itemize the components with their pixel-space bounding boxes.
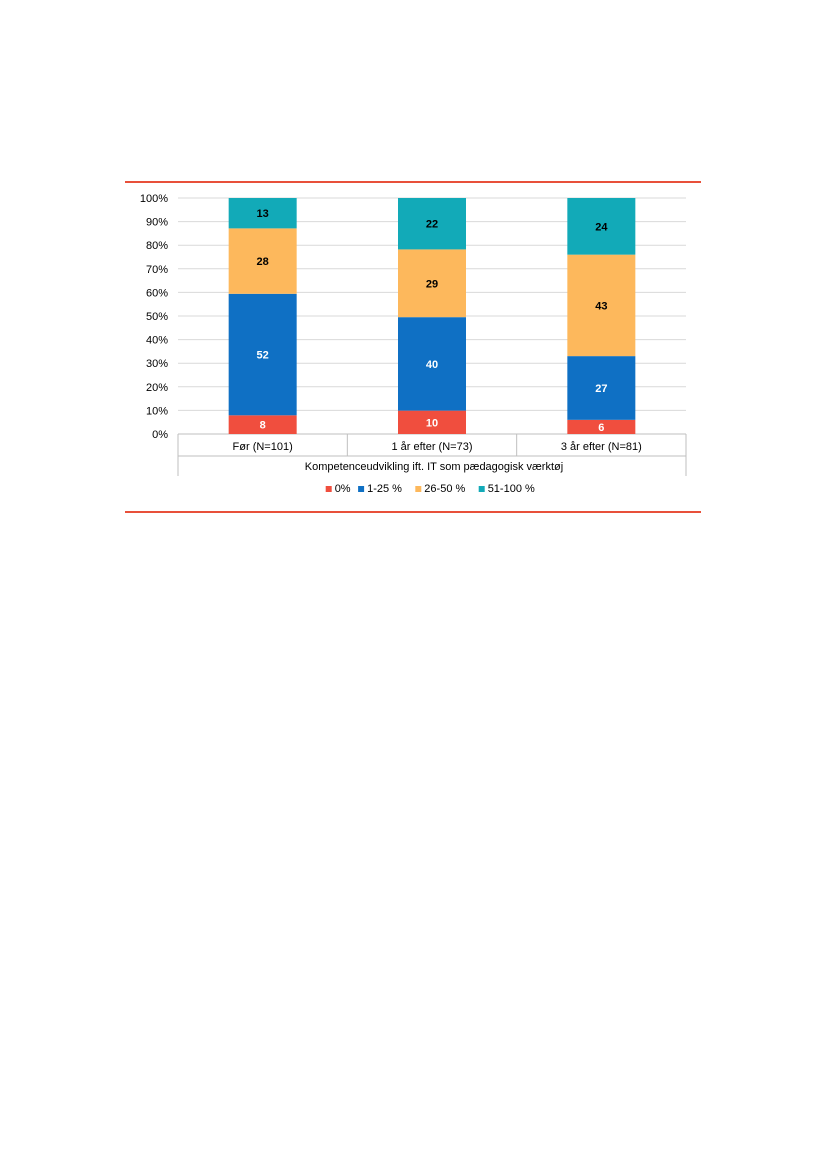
- legend-label: 0%: [335, 483, 351, 495]
- legend-swatch: [478, 486, 485, 492]
- bar-segment: [567, 356, 636, 420]
- x-axis: Før (N=101) 1 år efter (N=73) 3 år efter (…: [177, 434, 687, 476]
- data-label: 13: [257, 208, 269, 220]
- bar-segment: [398, 317, 466, 411]
- legend-swatch: [325, 486, 332, 492]
- bar-segment: [228, 198, 297, 229]
- top-rule: [125, 181, 701, 183]
- bottom-rule: [125, 511, 701, 513]
- data-label: 8: [260, 420, 266, 432]
- bar-segment: [567, 419, 636, 434]
- y-tick-label: 80%: [146, 240, 168, 252]
- legend-swatch: [358, 486, 365, 492]
- y-tick-label: 20%: [146, 382, 168, 394]
- bar-segment: [398, 410, 466, 434]
- x-tick-label: 1 år efter (N=73): [391, 441, 472, 453]
- legend-swatch: [415, 486, 422, 492]
- data-label: 22: [426, 219, 438, 231]
- y-tick-label: 60%: [146, 287, 168, 299]
- legend-label: 26-50 %: [424, 483, 465, 495]
- data-label: 10: [426, 417, 438, 429]
- y-tick-label: 30%: [146, 358, 168, 370]
- y-tick-label: 0%: [152, 429, 168, 441]
- legend-label: 1-25 %: [367, 483, 402, 495]
- legend: 0% 1-25 % 26-50 % 51-100 %: [325, 483, 535, 495]
- x-axis-title: Kompetenceudvikling ift. IT som pædagogi…: [305, 461, 563, 473]
- x-tick-label: Før (N=101): [233, 441, 293, 453]
- y-tick-label: 10%: [146, 405, 168, 417]
- bar-segment: [228, 228, 297, 294]
- bar-segment: [567, 198, 636, 255]
- bar-segment: [398, 249, 466, 318]
- y-tick-label: 70%: [146, 264, 168, 276]
- data-label: 29: [426, 278, 438, 290]
- data-label: 43: [595, 300, 607, 312]
- data-label: 27: [595, 383, 607, 395]
- data-label: 6: [598, 422, 604, 434]
- y-tick-label: 90%: [146, 217, 168, 229]
- bar-segment: [567, 254, 636, 357]
- y-tick-label: 40%: [146, 335, 168, 347]
- legend-label: 51-100 %: [488, 483, 535, 495]
- stacked-bar-chart: 0%10%20%30%40%50%60%70%80%90%100% 852281…: [140, 193, 687, 495]
- data-label: 40: [426, 359, 438, 371]
- bar-segment: [398, 198, 466, 250]
- y-axis: 0% 10% 20% 30% 40% 50% 60% 70% 80% 90% 100%: [140, 193, 168, 441]
- data-label: 28: [257, 256, 269, 268]
- x-tick-label: 3 år efter (N=81): [561, 441, 642, 453]
- y-tick-label: 50%: [146, 311, 168, 323]
- bar-segment: [228, 415, 297, 434]
- bar-segment: [228, 293, 297, 416]
- y-tick-label: 100%: [140, 193, 168, 205]
- data-label: 52: [257, 350, 269, 362]
- bars: 8 52 28 13 10 40 29 22 6 27 43 24: [228, 198, 636, 434]
- data-label: 24: [595, 221, 608, 233]
